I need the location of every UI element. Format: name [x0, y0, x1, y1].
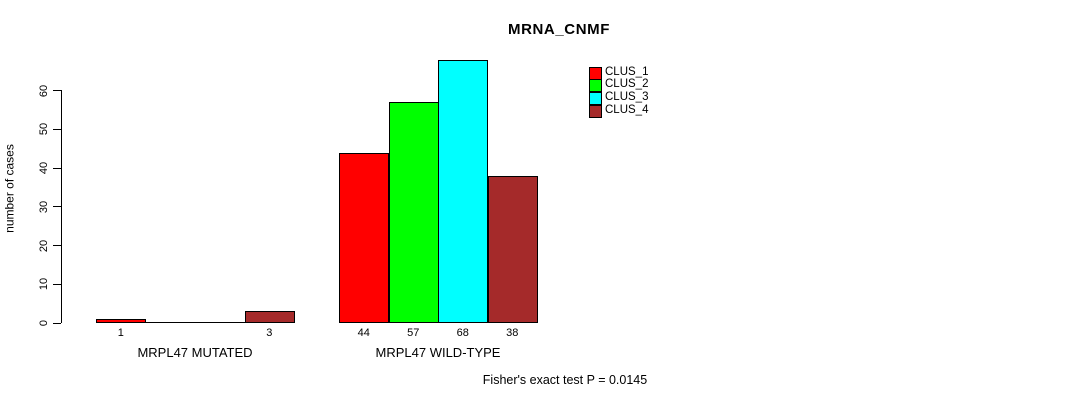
zero-bar-clus_3: [195, 322, 245, 323]
legend-label: CLUS_2: [605, 78, 649, 91]
y-tick-label: 50: [38, 123, 50, 136]
y-tick: [53, 283, 61, 285]
legend-swatch-clus_2: [589, 79, 602, 93]
y-axis-line: [61, 90, 62, 323]
bar-value-label: 68: [456, 327, 469, 339]
stat-annotation: Fisher's exact test P = 0.0145: [482, 373, 648, 387]
bar-clus_3: [438, 59, 488, 323]
y-tick-label: 30: [38, 200, 50, 213]
zero-bar-clus_2: [145, 322, 196, 323]
legend-label: CLUS_4: [605, 103, 649, 116]
bar-value-label: 38: [506, 327, 519, 339]
bar-clus_2: [388, 102, 439, 323]
bar-clus_4: [244, 311, 295, 323]
y-tick-label: 20: [38, 239, 50, 252]
y-axis-title: number of cases: [2, 144, 17, 233]
legend-label: CLUS_3: [605, 91, 649, 104]
bar-value-label: 1: [117, 327, 124, 339]
category-label: MRPL47 MUTATED: [137, 345, 253, 360]
y-tick: [53, 128, 61, 130]
bar-value-label: 57: [407, 327, 420, 339]
y-tick-label: 40: [38, 161, 50, 175]
bar-clus_4: [487, 175, 538, 324]
category-label: MRPL47 WILD-TYPE: [375, 345, 501, 360]
legend-label: CLUS_1: [605, 65, 649, 78]
y-tick: [53, 167, 61, 169]
y-tick: [53, 322, 61, 324]
legend-swatch-clus_1: [589, 66, 602, 80]
bar-clus_1: [339, 152, 389, 323]
y-tick: [53, 245, 61, 246]
y-tick-label: 10: [38, 278, 50, 291]
bar-value-label: 3: [266, 327, 273, 339]
y-tick-label: 0: [38, 319, 50, 327]
y-tick-label: 60: [38, 84, 50, 97]
bar-clus_1: [96, 319, 146, 323]
legend-swatch-clus_3: [589, 92, 602, 106]
legend-swatch-clus_4: [589, 104, 602, 118]
y-tick: [53, 206, 61, 208]
chart-title: MRNA_CNMF: [507, 21, 611, 38]
bar-value-label: 44: [357, 327, 370, 339]
y-tick: [53, 90, 61, 91]
